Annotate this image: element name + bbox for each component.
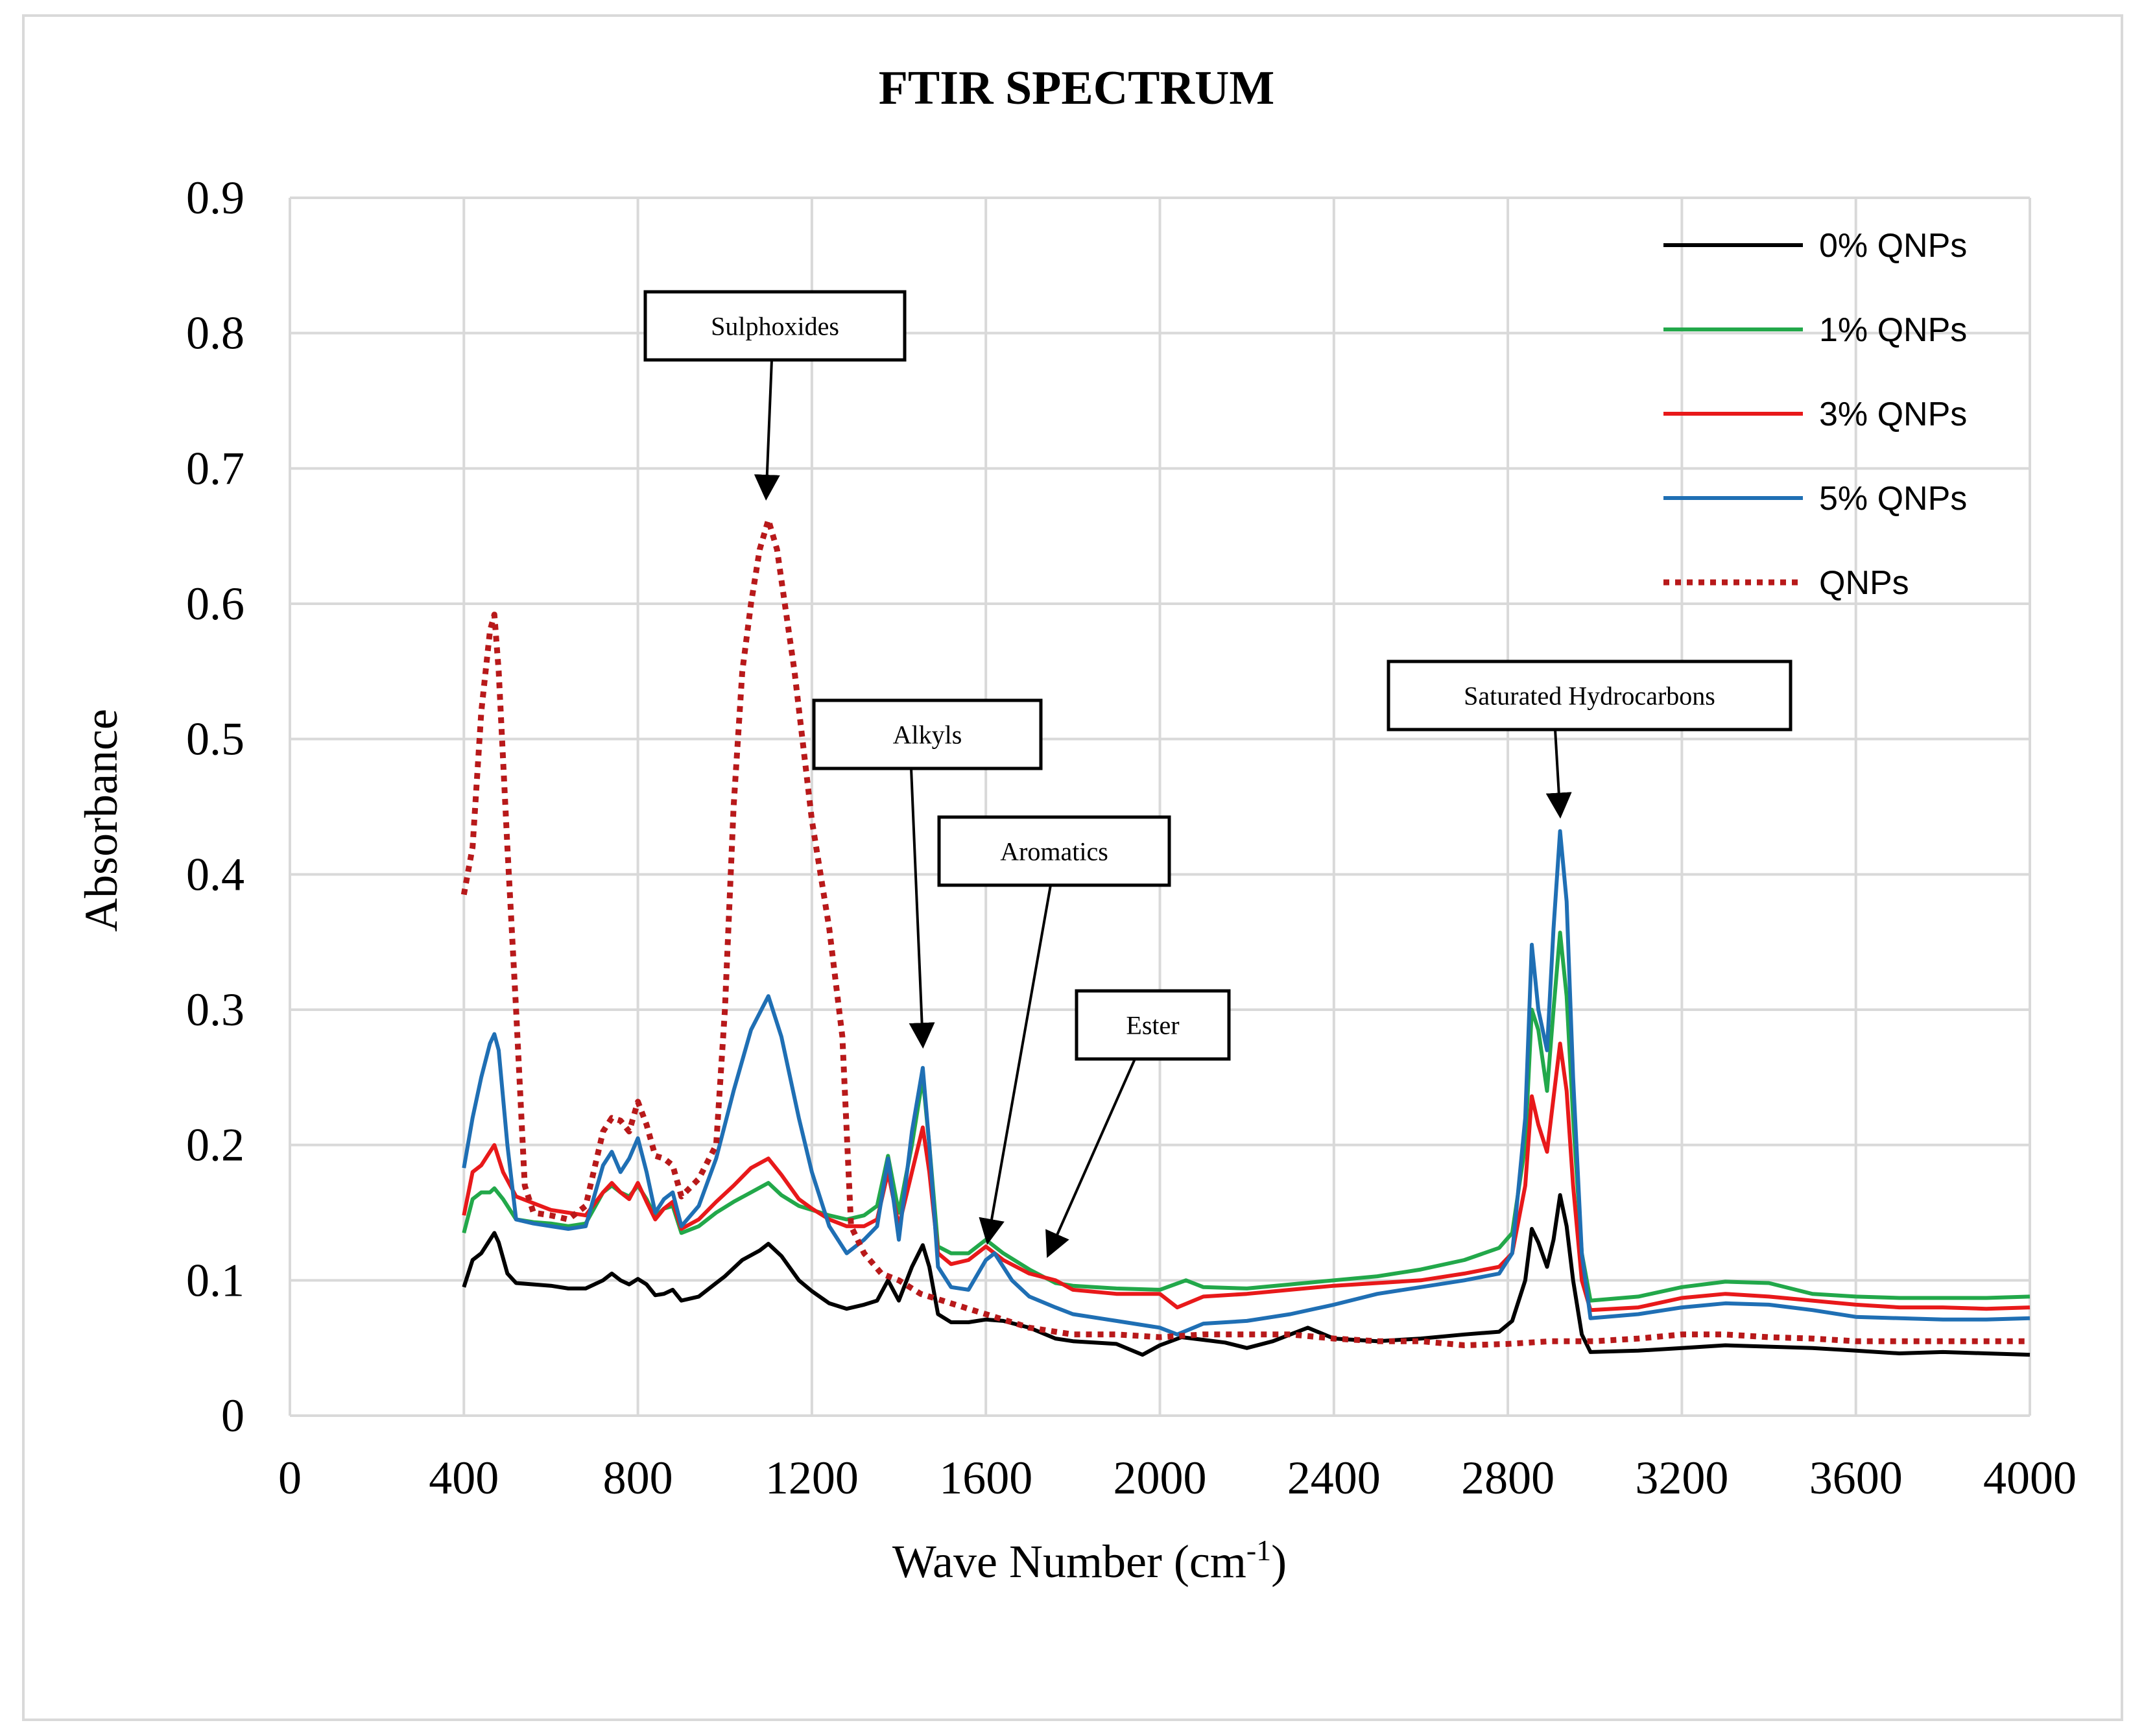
y-tick-label: 0.5 <box>186 713 244 765</box>
series-line-3-qnps <box>462 1041 2031 1313</box>
annotation-sulphoxides: Sulphoxides <box>643 290 907 501</box>
x-tick-label: 4000 <box>1983 1452 2077 1504</box>
legend-item: 3% QNPs <box>1663 396 1967 433</box>
annotation-arrow <box>1045 1058 1136 1258</box>
y-tick-label: 0.8 <box>186 307 244 359</box>
y-tick-label: 0.7 <box>186 442 244 494</box>
annotation-aromatics: Aromatics <box>937 815 1171 1245</box>
x-tick-label: 2800 <box>1461 1452 1554 1504</box>
annotation-arrow <box>1545 729 1572 819</box>
legend-label: 1% QNPs <box>1819 311 1967 349</box>
x-tick-label: 400 <box>429 1452 499 1504</box>
annotation-arrow <box>909 768 935 1049</box>
annotation-arrow <box>754 359 780 501</box>
legend-item: 1% QNPs <box>1663 311 1967 349</box>
series-line-qnps <box>460 517 2030 1348</box>
annotation-box <box>1075 989 1231 1061</box>
annotation-layer: Sulphoxides Alkyls Aromatics Ester Saturated… <box>643 290 1793 1258</box>
y-tick-label: 0.9 <box>186 172 244 224</box>
annotation-ester: Ester <box>1045 989 1231 1258</box>
x-tick-label: 1200 <box>765 1452 859 1504</box>
annotation-box <box>812 698 1043 770</box>
series-line-5-qnps <box>462 829 2031 1337</box>
annotation-alkyls: Alkyls <box>812 698 1043 1049</box>
annotation-label: Aromatics <box>1000 837 1108 866</box>
series-layer <box>460 517 2031 1357</box>
y-tick-label: 0.2 <box>186 1119 244 1171</box>
annotation-arrow <box>979 885 1052 1245</box>
legend-label: 5% QNPs <box>1819 480 1967 517</box>
x-tick-label: 800 <box>603 1452 673 1504</box>
x-axis-label: Wave Number (cm-1) <box>892 1534 1287 1587</box>
x-tick-label: 2000 <box>1114 1452 1207 1504</box>
x-tick-label: 2400 <box>1287 1452 1381 1504</box>
annotation-box <box>937 815 1171 887</box>
grid-layer <box>289 196 2031 1417</box>
y-tick-label: 0.6 <box>186 578 244 630</box>
annotation-label: Ester <box>1126 1011 1179 1040</box>
legend-label: 3% QNPs <box>1819 396 1967 433</box>
y-axis-label: Absorbance <box>75 709 127 932</box>
annotation-saturated-hydrocarbons: Saturated Hydrocarbons <box>1387 660 1793 819</box>
x-axis-label-close: ) <box>1271 1536 1287 1587</box>
annotation-box <box>643 290 907 362</box>
legend-item: QNPs <box>1663 564 1909 602</box>
legend: 0% QNPs 1% QNPs 3% QNPs 5% QNPs QNPs <box>1663 227 1967 602</box>
y-tick-label: 0 <box>221 1390 244 1442</box>
legend-item: 5% QNPs <box>1663 480 1967 517</box>
series-line-1-qnps <box>462 931 2031 1303</box>
y-tick-label: 0.1 <box>186 1254 244 1306</box>
legend-label: QNPs <box>1819 564 1909 602</box>
y-tick-label: 0.3 <box>186 984 244 1036</box>
axes-layer: 0 0.1 0.2 0.3 0.4 0.5 0.6 0.7 0.8 0.9 0 400 800 1200 1… <box>186 172 2077 1504</box>
series-line-0-qnps <box>462 1193 2031 1357</box>
x-tick-label: 3200 <box>1635 1452 1728 1504</box>
x-tick-label: 3600 <box>1809 1452 1903 1504</box>
x-tick-label: 1600 <box>939 1452 1032 1504</box>
annotation-label: Sulphoxides <box>711 312 839 341</box>
legend-label: 0% QNPs <box>1819 227 1967 265</box>
annotation-label: Alkyls <box>893 720 962 750</box>
legend-item: 0% QNPs <box>1663 227 1967 265</box>
y-tick-label: 0.4 <box>186 848 244 900</box>
x-axis-label-main: Wave Number (cm <box>892 1536 1246 1587</box>
x-tick-label: 0 <box>278 1452 302 1504</box>
x-axis-label-superscript: -1 <box>1246 1534 1271 1567</box>
annotation-box <box>1387 660 1793 731</box>
annotation-label: Saturated Hydrocarbons <box>1464 682 1715 711</box>
chart-title: FTIR SPECTRUM <box>879 62 1275 115</box>
